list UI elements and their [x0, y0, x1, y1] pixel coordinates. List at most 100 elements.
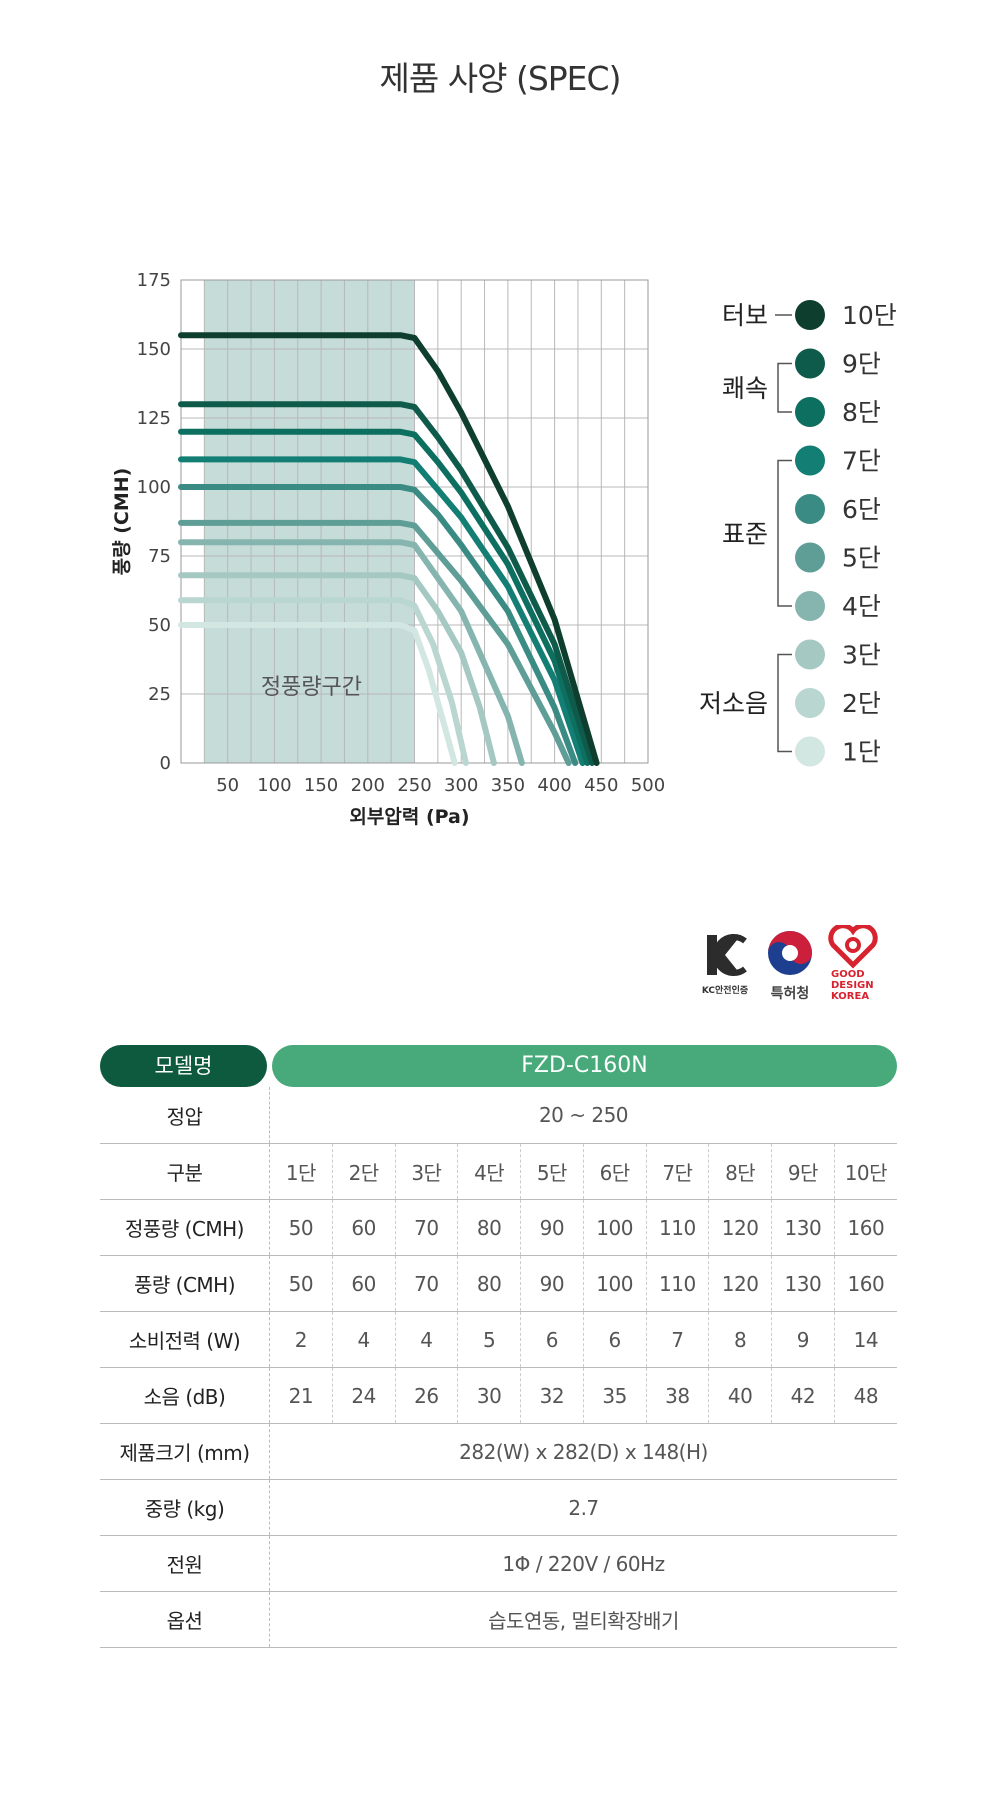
- legend-bracket: [777, 459, 792, 607]
- series-line-5단: [178, 519, 572, 766]
- x-tick-label: 250: [397, 775, 431, 796]
- spec-cell: 2단: [332, 1143, 396, 1200]
- legend-bracket: [777, 653, 792, 753]
- spec-value: 20 ~ 250: [269, 1087, 897, 1144]
- y-tick-label: 75: [148, 546, 171, 567]
- spec-cell: 48: [834, 1367, 897, 1424]
- y-tick-label: 25: [148, 684, 171, 705]
- spec-cell: 70: [395, 1199, 459, 1256]
- spec-cell: 80: [457, 1255, 521, 1312]
- legend-swatch-4단: [795, 591, 825, 621]
- taegeuk-icon: [768, 931, 812, 975]
- region-label: 정풍량구간: [261, 675, 362, 700]
- spec-row-label: 풍량 (CMH): [100, 1255, 270, 1312]
- legend-group-쾌속: 쾌속: [722, 374, 768, 403]
- spec-cell: 160: [834, 1255, 897, 1312]
- x-tick-label: 400: [537, 775, 571, 796]
- good-design-caption: GOOD DESIGN KOREA: [831, 969, 874, 1002]
- spec-cell: 60: [332, 1199, 396, 1256]
- y-axis-label: 풍량 (CMH): [111, 468, 133, 576]
- spec-value: 1Φ / 220V / 60Hz: [269, 1535, 897, 1592]
- legend-label-9단: 9단: [842, 350, 881, 379]
- good-design-logo: GOOD DESIGN KOREA: [823, 923, 883, 1005]
- legend-label-7단: 7단: [842, 447, 881, 476]
- spec-cell: 7: [646, 1311, 710, 1368]
- y-tick-label: 0: [160, 753, 171, 774]
- y-tick-label: 175: [137, 270, 171, 291]
- spec-row-label: 소음 (dB): [100, 1367, 270, 1424]
- spec-cell: 21: [269, 1367, 333, 1424]
- spec-cell: 110: [646, 1199, 710, 1256]
- spec-row-label: 제품크기 (mm): [100, 1423, 270, 1480]
- x-tick-label: 50: [216, 775, 239, 796]
- legend-label-4단: 4단: [842, 592, 881, 621]
- spec-cell: 32: [520, 1367, 584, 1424]
- model-value: FZD-C160N: [272, 1045, 897, 1087]
- x-tick-label: 100: [257, 775, 291, 796]
- legend-label-8단: 8단: [842, 398, 881, 427]
- legend-bracket: [777, 362, 792, 413]
- legend-swatch-2단: [795, 688, 825, 718]
- x-axis-label: 외부압력 (Pa): [349, 806, 469, 828]
- series-line-3단: [178, 572, 497, 766]
- spec-row-label: 구분: [100, 1143, 270, 1200]
- x-tick-label: 300: [444, 775, 478, 796]
- spec-cell: 90: [520, 1255, 584, 1312]
- spec-cell: 14: [834, 1311, 897, 1368]
- x-tick-label: 500: [631, 775, 665, 796]
- spec-row-label: 전원: [100, 1535, 270, 1592]
- spec-cell: 3단: [395, 1143, 459, 1200]
- legend-swatch-8단: [795, 397, 825, 427]
- model-header: 모델명 FZD-C160N: [100, 1045, 897, 1087]
- y-tick-label: 150: [137, 339, 171, 360]
- x-tick-label: 200: [351, 775, 385, 796]
- spec-cell: 70: [395, 1255, 459, 1312]
- kc-mark-icon: [707, 934, 747, 976]
- spec-cell: 1단: [269, 1143, 333, 1200]
- legend-label-10단: 10단: [842, 301, 897, 330]
- series-line-6단: [178, 484, 579, 766]
- spec-row: 소음 (dB) 21 24 26 30 32 35 38 40 42 48: [100, 1367, 897, 1424]
- kc-caption: KC안전인증: [701, 986, 749, 996]
- kipo-caption: 특허청: [770, 986, 810, 1002]
- spec-row-label: 소비전력 (W): [100, 1311, 270, 1368]
- series-line-7단: [178, 456, 586, 766]
- spec-value: 습도연동, 멀티확장배기: [269, 1591, 897, 1648]
- certification-logos: KC안전인증 특허청 GOOD DESIGN KOREA: [695, 923, 885, 1005]
- series-line-9단: [178, 401, 595, 766]
- legend-group-저소음: 저소음: [699, 689, 768, 718]
- spec-cell: 50: [269, 1199, 333, 1256]
- spec-cell: 5단: [520, 1143, 584, 1200]
- spec-cell: 110: [646, 1255, 710, 1312]
- spec-cell: 100: [583, 1255, 647, 1312]
- spec-row: 소비전력 (W) 2 4 4 5 6 6 7 8 9 14: [100, 1311, 897, 1368]
- spec-row: 정풍량 (CMH) 50 60 70 80 90 100 110 120 130 160: [100, 1199, 897, 1256]
- spec-cell: 80: [457, 1199, 521, 1256]
- spec-cell: 2: [269, 1311, 333, 1368]
- page-title: 제품 사양 (SPEC): [379, 59, 622, 98]
- legend-swatch-9단: [795, 348, 825, 379]
- legend-group-터보: 터보: [722, 301, 768, 330]
- y-tick-label: 100: [137, 477, 171, 498]
- spec-cell: 4: [395, 1311, 459, 1368]
- spec-cell: 8단: [708, 1143, 772, 1200]
- series-line-2단: [178, 597, 469, 766]
- kc-certification-logo: KC안전인증: [695, 925, 755, 1005]
- y-tick-label: 125: [137, 408, 171, 429]
- series-line-4단: [178, 539, 525, 766]
- spec-cell: 6: [520, 1311, 584, 1368]
- x-tick-label: 450: [584, 775, 618, 796]
- spec-cell: 42: [771, 1367, 835, 1424]
- spec-row: 옵션 습도연동, 멀티확장배기: [100, 1591, 897, 1648]
- spec-row-label: 중량 (kg): [100, 1479, 270, 1536]
- spec-cell: 35: [583, 1367, 647, 1424]
- spec-value: 282(W) x 282(D) x 148(H): [269, 1423, 897, 1480]
- spec-cell: 120: [708, 1255, 772, 1312]
- spec-row: 중량 (kg) 2.7: [100, 1479, 897, 1536]
- spec-cell: 6단: [583, 1143, 647, 1200]
- legend-label-5단: 5단: [842, 544, 881, 573]
- spec-row: 전원 1Φ / 220V / 60Hz: [100, 1535, 897, 1592]
- series-line-10단: [178, 332, 600, 766]
- spec-value: 2.7: [269, 1479, 897, 1536]
- spec-cell: 24: [332, 1367, 396, 1424]
